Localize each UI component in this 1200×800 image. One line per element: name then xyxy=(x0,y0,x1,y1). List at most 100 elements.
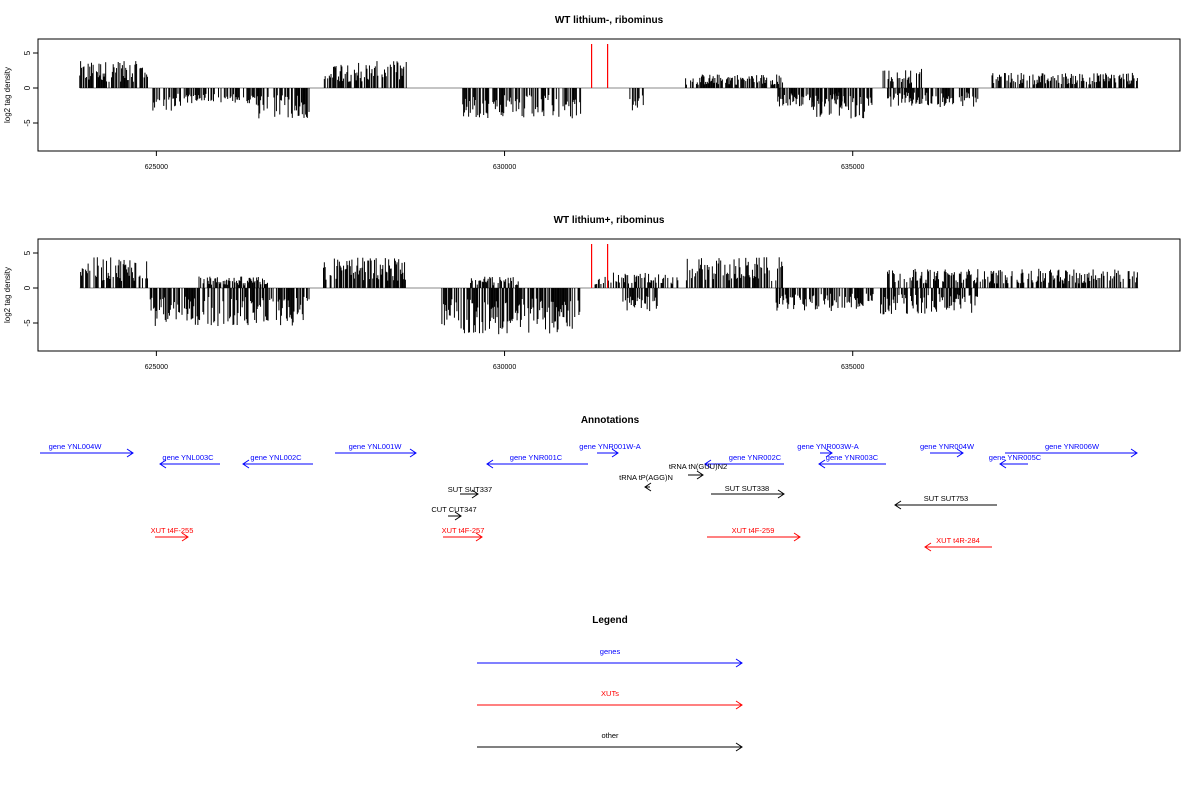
annotation-arrowhead xyxy=(825,448,833,458)
annotation-arrowhead xyxy=(486,459,494,469)
annotation-gene: gene YNL004W xyxy=(40,442,134,458)
annotation-arrowhead xyxy=(644,482,652,492)
annotation-arrowhead xyxy=(924,542,932,552)
annotation-label: gene YNL001W xyxy=(349,442,403,451)
annotation-arrowhead xyxy=(454,511,462,521)
annotation-arrowhead xyxy=(159,459,167,469)
annotation-gene: gene YNR003W-A xyxy=(797,442,859,458)
annotation-xut: XUT t4F-255 xyxy=(151,526,194,542)
annotation-xut: XUT t4F-257 xyxy=(442,526,485,542)
legend-item-gene: genes xyxy=(477,647,743,668)
y-axis-label: log2 tag density xyxy=(3,67,12,123)
annotation-other: SUT SUT337 xyxy=(448,485,492,499)
annotation-gene: gene YNR005C xyxy=(989,453,1042,469)
annotation-label: CUT CUT347 xyxy=(431,505,476,514)
annotation-arrowhead xyxy=(181,532,189,542)
legend-label: genes xyxy=(600,647,621,656)
track-panel-lithium-minus: WT lithium-, ribominus -5 0 5 log2 tag densi… xyxy=(3,15,1181,171)
annotation-label: gene YNR005C xyxy=(989,453,1042,462)
y-tick-label: -5 xyxy=(23,119,32,127)
annotation-label: gene YNL004W xyxy=(49,442,103,451)
legend-arrowhead xyxy=(735,700,743,710)
annotation-label: SUT SUT338 xyxy=(725,484,769,493)
annotation-arrowhead xyxy=(409,448,417,458)
annotation-arrowhead xyxy=(471,489,479,499)
annotation-arrowhead xyxy=(611,448,619,458)
annotation-xut: XUT t4F-259 xyxy=(707,526,801,542)
legend-item-other: other xyxy=(477,731,743,752)
x-tick-label: 630000 xyxy=(493,364,516,371)
annotation-other: SUT SUT338 xyxy=(711,484,785,499)
y-tick-label: -5 xyxy=(23,319,32,327)
annotation-label: gene YNR004W xyxy=(920,442,975,451)
annotation-gene: gene YNL002C xyxy=(242,453,313,469)
x-tick-label: 625000 xyxy=(145,364,168,371)
annotation-gene: gene YNR001W-A xyxy=(579,442,641,458)
annotation-label: gene YNR003C xyxy=(826,453,879,462)
legend-panel: Legend genes XUTs other xyxy=(477,615,743,752)
x-tick-label: 635000 xyxy=(841,364,864,371)
y-tick-label: 0 xyxy=(23,285,32,290)
plot-frame xyxy=(37,238,1181,352)
track-panel-lithium-plus: WT lithium+, ribominus -5 0 5 log2 tag densi… xyxy=(3,215,1181,371)
legend-label: XUTs xyxy=(601,689,619,698)
annotation-arrowhead xyxy=(1130,448,1138,458)
annotation-gene: gene YNL001W xyxy=(335,442,417,458)
x-tick-label: 625000 xyxy=(145,164,168,171)
annotation-label: gene YNR002C xyxy=(729,453,782,462)
annotation-gene: gene YNR001C xyxy=(486,453,588,469)
annotation-other: tRNA tP(AGG)N xyxy=(619,473,673,492)
annotation-arrowhead xyxy=(475,532,483,542)
annotation-label: gene YNL003C xyxy=(162,453,214,462)
plot-frame xyxy=(37,38,1181,152)
annotations-panel: Annotations gene YNL004W gene YNL003C gene … xyxy=(40,415,1138,552)
annotation-arrowhead xyxy=(999,459,1007,469)
density-bars xyxy=(79,61,1138,119)
legend-title: Legend xyxy=(592,615,628,626)
annotation-other: CUT CUT347 xyxy=(431,505,477,521)
legend-arrowhead xyxy=(735,742,743,752)
annotation-label: SUT SUT753 xyxy=(924,494,968,503)
annotation-label: gene YNR001C xyxy=(510,453,563,462)
y-tick-label: 5 xyxy=(23,50,32,55)
y-tick-label: 5 xyxy=(23,250,32,255)
annotation-arrowhead xyxy=(126,448,134,458)
legend-label: other xyxy=(601,731,619,740)
annotation-arrowhead xyxy=(793,532,801,542)
annotation-other: tRNA tN(GUU)N2 xyxy=(669,462,727,480)
annotation-other: SUT SUT753 xyxy=(894,494,997,510)
chart-title: WT lithium+, ribominus xyxy=(554,215,665,226)
annotation-arrowhead xyxy=(818,459,826,469)
annotation-label: gene YNL002C xyxy=(250,453,302,462)
annotation-label: XUT t4F-259 xyxy=(732,526,775,535)
density-bars xyxy=(80,257,1138,335)
y-tick-label: 0 xyxy=(23,85,32,90)
chart-title: WT lithium-, ribominus xyxy=(555,15,664,26)
y-axis-label: log2 tag density xyxy=(3,267,12,323)
annotations-title: Annotations xyxy=(581,415,640,426)
legend-item-xut: XUTs xyxy=(477,689,743,710)
annotation-gene: gene YNR002C xyxy=(704,453,784,469)
x-tick-label: 635000 xyxy=(841,164,864,171)
annotation-gene: gene YNR006W xyxy=(1005,442,1138,458)
annotation-gene: gene YNR004W xyxy=(920,442,975,458)
annotation-label: XUT t4F-257 xyxy=(442,526,485,535)
annotation-label: gene YNR003W-A xyxy=(797,442,858,451)
legend-arrowhead xyxy=(735,658,743,668)
annotation-label: gene YNR006W xyxy=(1045,442,1100,451)
annotation-label: tRNA tP(AGG)N xyxy=(619,473,673,482)
annotation-arrowhead xyxy=(242,459,250,469)
annotation-label: XUT t4F-255 xyxy=(151,526,194,535)
annotation-arrowhead xyxy=(696,470,704,480)
annotation-arrowhead xyxy=(704,459,712,469)
annotation-gene: gene YNL003C xyxy=(159,453,220,469)
annotation-xut: XUT t4R-284 xyxy=(924,536,992,552)
annotation-label: tRNA tN(GUU)N2 xyxy=(669,462,727,471)
annotation-gene: gene YNR003C xyxy=(818,453,886,469)
annotation-arrowhead xyxy=(956,448,964,458)
annotation-label: XUT t4R-284 xyxy=(936,536,980,545)
annotation-arrowhead xyxy=(777,489,785,499)
annotation-label: gene YNR001W-A xyxy=(579,442,640,451)
x-tick-label: 630000 xyxy=(493,164,516,171)
